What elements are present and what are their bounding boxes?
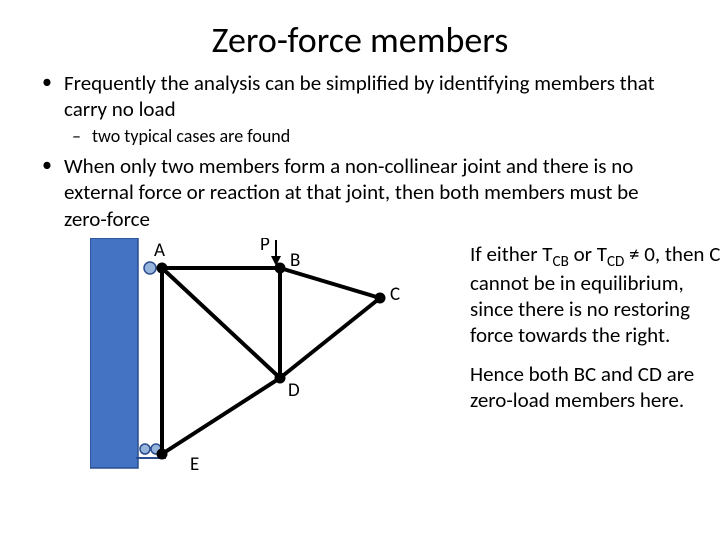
svg-text:A: A — [154, 239, 165, 262]
explanation-p2: Hence both BC and CD are zero-load membe… — [470, 362, 720, 413]
bullet-list: Frequently the analysis can be simplifie… — [36, 70, 684, 232]
explanation-text: If either TCB or TCD ≠ 0, then C cannot … — [470, 242, 720, 428]
bullet-1-text: Frequently the analysis can be simplifie… — [64, 70, 655, 122]
lower-region: ABDECP If either TCB or TCD ≠ 0, then C … — [36, 236, 684, 496]
explanation-p1: If either TCB or TCD ≠ 0, then C cannot … — [470, 242, 720, 348]
bullet-1: Frequently the analysis can be simplifie… — [36, 70, 684, 147]
sub-bullet-list: two typical cases are found — [64, 125, 684, 148]
p1-sub2: CD — [607, 253, 624, 271]
sub-bullet-1: two typical cases are found — [64, 125, 684, 148]
p1-sub1: CB — [553, 253, 569, 271]
content-area: Frequently the analysis can be simplifie… — [0, 70, 720, 496]
bullet-2: When only two members form a non-colline… — [36, 153, 684, 232]
truss-diagram: A B D E C P — [90, 238, 420, 488]
p1-mid: or T — [569, 241, 607, 267]
svg-text:D: D — [288, 379, 300, 402]
page-title: Zero-force members — [0, 0, 720, 70]
svg-text:B: B — [290, 249, 300, 272]
svg-text:E: E — [190, 453, 199, 476]
svg-text:P: P — [260, 238, 270, 256]
svg-text:C: C — [390, 283, 400, 306]
p1-pre: If either T — [470, 241, 553, 267]
